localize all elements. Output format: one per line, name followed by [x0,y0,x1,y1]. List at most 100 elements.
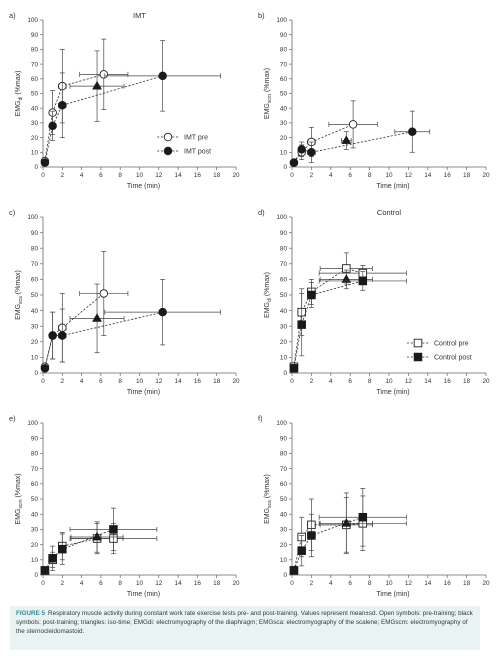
y-tick-label: 100 [27,17,38,24]
y-tick-label: 0 [34,370,38,377]
y-tick-label: 10 [280,557,288,564]
data-point [99,289,109,298]
legend-marker [163,132,173,142]
x-tick-label: 20 [482,172,490,179]
y-tick-label: 40 [31,511,39,518]
legend-label: IMT pre [184,135,208,142]
data-point [289,566,299,575]
y-tick-label: 40 [31,105,39,112]
x-tick-label: 18 [213,172,221,179]
y-axis-label: EMGscm (%max) [264,68,273,119]
y-tick-label: 20 [280,542,288,549]
caption-text: Respiratory muscle activity during const… [16,610,473,635]
figure-caption: FIGURE 5 Respiratory muscle activity duri… [10,606,480,650]
y-tick-label: 30 [280,323,288,330]
panel-e: 0 10 20 30 40 50 60 70 80 90 100 0 2 4 6 8 10 12 14 16 18 20 e… [9,414,240,598]
x-tick-label: 8 [368,378,372,385]
x-tick-label: 6 [99,172,103,179]
panel-c: 0 10 20 30 40 50 60 70 80 90 100 0 2 4 6 8 10 12 14 16 18 20 c… [9,208,240,396]
x-tick-label: 18 [463,580,471,587]
y-tick-label: 90 [280,435,288,442]
legend-label: Control post [434,355,472,362]
data-point [358,512,368,522]
data-point [289,364,299,373]
x-tick-label: 4 [80,580,84,587]
y-tick-label: 80 [31,451,39,458]
x-axis-label: Time (min) [127,389,160,396]
x-tick-label: 18 [463,172,471,179]
data-point [348,120,358,129]
x-tick-label: 6 [99,378,103,385]
y-tick-label: 80 [280,47,288,54]
y-tick-label: 60 [31,76,39,83]
y-tick-label: 40 [280,511,288,518]
y-axis-label: EMGdi (%max) [15,71,24,117]
x-tick-label: 14 [175,580,183,587]
y-tick-label: 10 [31,355,39,362]
data-point [58,331,67,340]
data-point [408,127,417,136]
panel-label: b) [258,11,265,20]
data-point [48,331,57,340]
data-point [48,121,57,131]
y-tick-label: 30 [31,323,39,330]
y-tick-label: 90 [31,435,39,442]
y-tick-label: 0 [34,164,38,171]
y-tick-label: 80 [31,47,39,54]
x-tick-label: 2 [61,378,65,385]
panel-a: 0 10 20 30 40 50 60 70 80 90 100 0 2 4 6 8 10 12 14 16 18 20 a… [9,11,240,190]
x-tick-label: 0 [290,378,294,385]
legend: IMT pre IMT post [157,132,211,156]
x-tick-label: 0 [41,580,45,587]
y-tick-label: 100 [276,17,287,24]
y-tick-label: 70 [280,61,288,68]
data-point [99,70,109,79]
data-point [307,531,316,540]
series-line [44,74,104,162]
y-tick-label: 90 [280,32,288,39]
data-point [289,158,299,167]
y-axis-label: EMGsca (%max) [264,474,273,524]
caption-label: FIGURE 5 [16,610,46,617]
x-tick-label: 16 [444,378,452,385]
series [289,488,407,575]
x-tick-label: 8 [368,580,372,587]
data-point [307,290,316,300]
y-tick-label: 20 [31,135,39,142]
x-tick-label: 8 [118,378,122,385]
x-tick-label: 20 [232,378,240,385]
series-line [293,268,363,367]
x-tick-label: 6 [348,172,352,179]
panel-label: a) [9,11,16,20]
y-tick-label: 30 [280,120,288,127]
x-tick-label: 0 [41,172,45,179]
y-tick-label: 70 [31,61,39,68]
x-tick-label: 4 [329,580,333,587]
x-tick-label: 10 [136,378,144,385]
x-tick-label: 12 [155,172,163,179]
data-point [158,71,167,81]
y-tick-label: 10 [280,150,288,157]
series-line [293,131,413,163]
y-tick-label: 10 [280,355,288,362]
panel-label: c) [9,208,16,217]
y-tick-label: 70 [31,261,39,268]
data-point [307,148,316,157]
series-line [44,529,114,571]
panel-f: 0 10 20 30 40 50 60 70 80 90 100 0 2 4 6 8 10 12 14 16 18 20 f… [258,414,490,598]
y-tick-label: 60 [280,76,288,83]
x-tick-label: 2 [310,580,314,587]
x-axis-label: Time (min) [376,389,409,396]
data-point [358,276,368,286]
x-tick-label: 2 [61,172,65,179]
x-tick-label: 10 [385,580,393,587]
x-tick-label: 20 [482,580,490,587]
x-tick-label: 0 [41,378,45,385]
legend-label: IMT post [184,149,211,156]
series-line [293,516,363,571]
y-tick-label: 20 [280,135,288,142]
y-tick-label: 20 [31,339,39,346]
y-tick-label: 70 [280,261,288,268]
